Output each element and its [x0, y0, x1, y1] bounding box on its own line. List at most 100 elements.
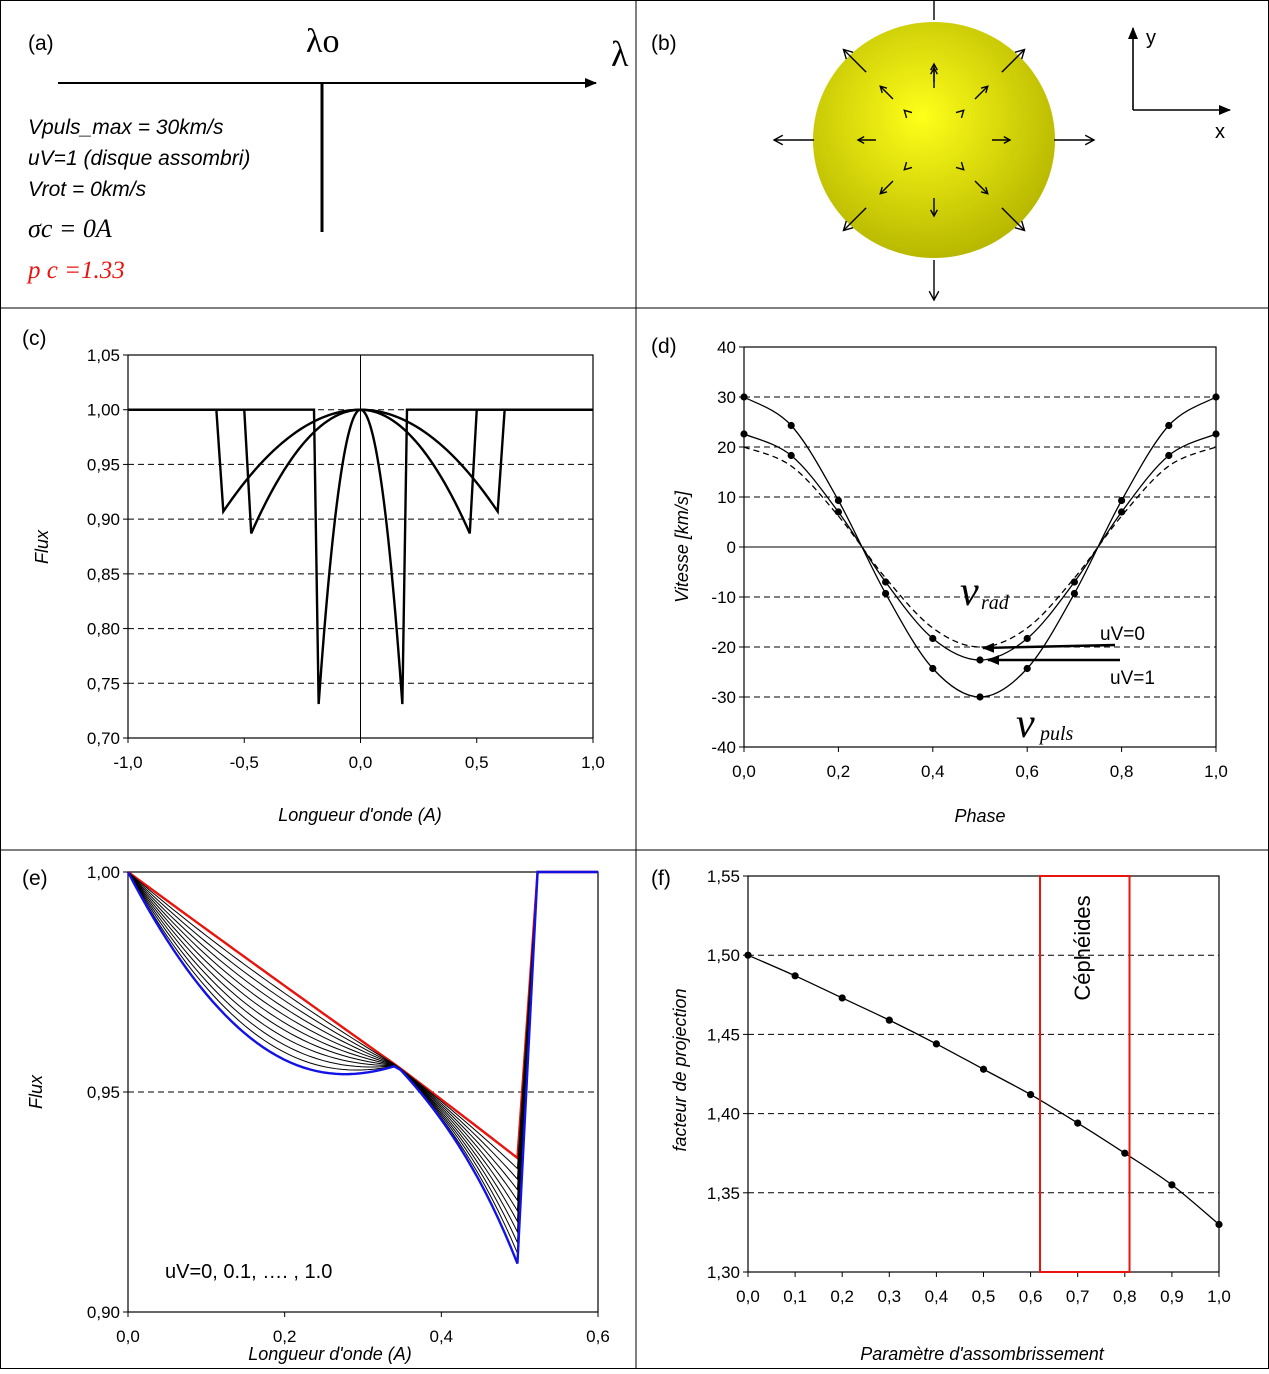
uv0-label: uV=0 [1100, 624, 1145, 645]
star-disk [813, 22, 1055, 258]
family-curve [127, 871, 598, 1254]
series-marker [1165, 451, 1173, 460]
middle-arrow-head [980, 85, 989, 94]
x-tick-label: 0,0 [736, 1287, 760, 1306]
lambda-label: λ [611, 34, 629, 74]
y-tick-label: 0,70 [87, 729, 120, 748]
x-axis-label: Phase [954, 806, 1005, 826]
param-pc: p c =1.33 [26, 257, 125, 284]
series-marker [834, 496, 843, 505]
y-tick-label: 0,80 [87, 620, 120, 639]
y-tick-label: 0 [727, 538, 736, 557]
panel-a: (a) λo λ Vpuls_max = 30km/s uV=1 (disque… [26, 23, 629, 284]
series-marker [834, 508, 843, 516]
param-vrot: Vrot = 0km/s [28, 178, 147, 201]
y-axis-label: Flux [26, 1074, 46, 1109]
panel-b: (b) y x [651, 0, 1231, 302]
y-tick-label: 10 [717, 488, 736, 507]
panel-f-label: (f) [651, 867, 671, 890]
x-tick-label: 0,5 [972, 1287, 996, 1306]
series-line [743, 446, 1217, 648]
middle-velocity-arrow [974, 85, 989, 100]
projection-factor-marker [1121, 1149, 1129, 1157]
middle-velocity-arrow [879, 85, 894, 100]
outer-velocity-arrow [842, 48, 867, 73]
plot-frame [747, 875, 1220, 1273]
projection-factor-marker [979, 1065, 988, 1073]
series-marker [976, 656, 984, 664]
vrad-subscript: rad [981, 592, 1010, 614]
outer-velocity-arrow [1001, 48, 1026, 73]
velocity-arrows [772, 0, 1096, 302]
series-marker [1023, 664, 1031, 673]
cepheids-box [1039, 875, 1131, 1273]
y-tick-label: 20 [717, 438, 736, 457]
x-tick-label: 0,2 [827, 762, 851, 781]
y-tick-label: 1,45 [707, 1025, 740, 1044]
y-tick-label: 1,00 [87, 401, 120, 420]
middle-velocity-arrow [879, 180, 894, 195]
x-tick-label: 0,2 [830, 1287, 854, 1306]
xy-axes [1128, 27, 1231, 115]
y-tick-label: 1,40 [707, 1105, 740, 1124]
x-axis-label: Longueur d'onde (A) [278, 805, 442, 825]
y-tick-label: 0,90 [87, 1303, 120, 1322]
family-curve [127, 871, 598, 1181]
uv1-label: uV=1 [1110, 668, 1155, 689]
outer-arrow-head [772, 134, 784, 146]
x-tick-label: 0,9 [1160, 1287, 1184, 1306]
projection-factor-marker [1027, 1090, 1035, 1099]
inner-arrow-head [955, 109, 965, 119]
middle-arrow-head [879, 85, 888, 94]
series-marker [976, 693, 984, 701]
y-axis-label: Vitesse [km/s] [672, 490, 692, 603]
panel-e-label: (e) [22, 867, 48, 890]
x-tick-label: 0,0 [349, 753, 373, 772]
family-curve [126, 870, 598, 1265]
family-curve [127, 871, 598, 1224]
inner-arrow-head [930, 66, 938, 75]
param-uv: uV=1 (disque assombri) [28, 147, 250, 170]
x-tick-label: 0,2 [273, 1327, 297, 1346]
vpuls-symbol: v [1016, 701, 1035, 747]
projection-factor-marker [1215, 1220, 1223, 1229]
family-curve [127, 871, 598, 1202]
uv0-arrow [982, 642, 1116, 653]
x-tick-label: 0,5 [465, 753, 489, 772]
x-tick-label: 1,0 [1204, 762, 1228, 781]
projection-factor-marker [885, 1016, 893, 1024]
x-tick-label: 0,6 [586, 1327, 610, 1346]
vrad-symbol: v [960, 569, 979, 615]
x-tick-label: 0,1 [783, 1287, 807, 1306]
y-tick-label: 1,30 [707, 1263, 740, 1282]
series-marker [1070, 578, 1078, 586]
series-marker [1070, 589, 1078, 598]
y-tick-label: -40 [711, 738, 736, 757]
y-tick-label: 0,95 [87, 455, 120, 474]
lambda0-label: λo [306, 23, 340, 60]
x-tick-label: 0,7 [1066, 1287, 1090, 1306]
series-marker [1023, 634, 1031, 643]
x-axis-label: Longueur d'onde (A) [248, 1344, 412, 1364]
projection-factor-line [747, 954, 1220, 1225]
panel-d: (d) -40 -30 -20 -10 0 10 20 30 40 0,0 0,2 0,4 0,6 0,8… [651, 335, 1228, 826]
x-tick-label: -1,0 [113, 753, 142, 772]
outer-arrow-head [842, 48, 854, 60]
x-tick-label: 0,3 [877, 1287, 901, 1306]
y-tick-label: 30 [717, 388, 736, 407]
axis-y-label: y [1146, 27, 1156, 49]
panel-d-label: (d) [651, 335, 677, 358]
middle-arrow-head [930, 209, 938, 218]
series-marker [1165, 421, 1173, 430]
param-vpuls: Vpuls_max = 30km/s [28, 116, 224, 139]
panel-c: (c) 0,70 0,75 0,80 0,85 0,90 0,95 1,00 1,05 -1,0… [22, 327, 605, 825]
cepheids-label: Céphéides [1070, 895, 1095, 1000]
inner-arrow-head [903, 161, 913, 171]
x-tick-label: 0,4 [925, 1287, 949, 1306]
projection-factor-marker [1074, 1119, 1082, 1127]
series-marker [1212, 430, 1220, 438]
series-marker [929, 634, 937, 643]
x-tick-label: 0,0 [732, 762, 756, 781]
outer-arrow-head [1014, 220, 1026, 232]
